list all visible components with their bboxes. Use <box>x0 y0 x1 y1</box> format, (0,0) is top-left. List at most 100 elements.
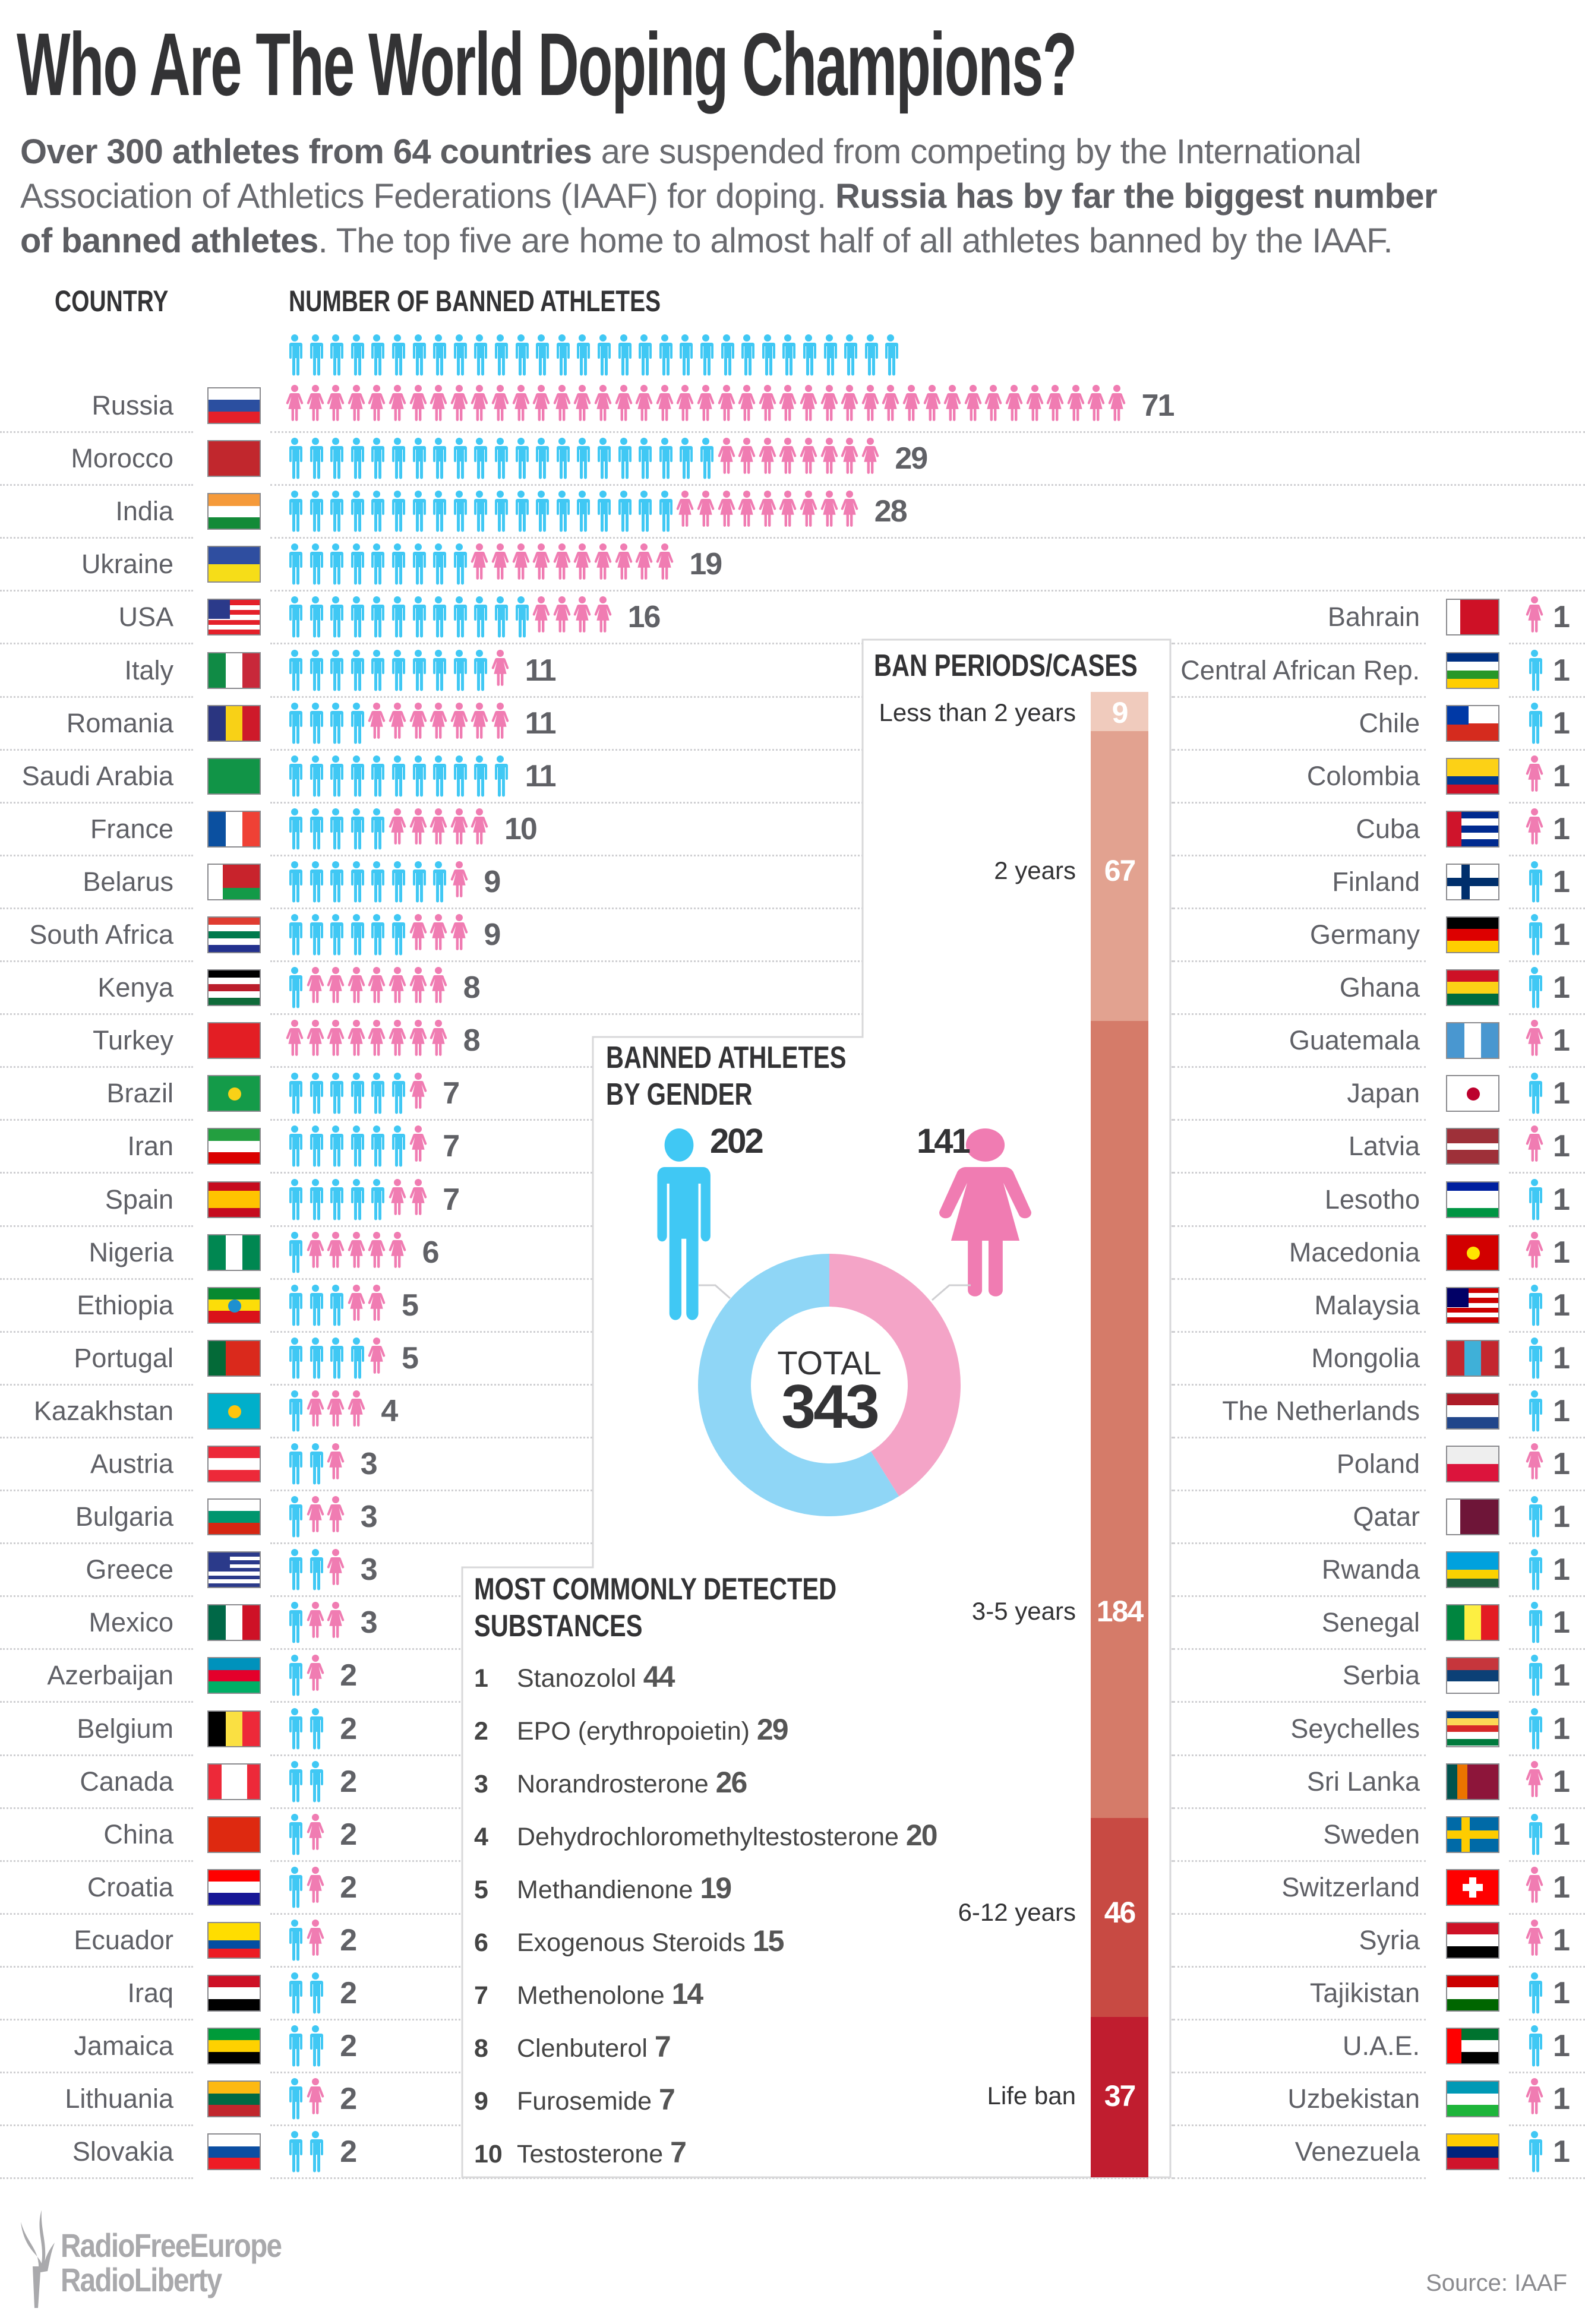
athlete-count: 3 <box>360 1605 378 1640</box>
flag-canton <box>209 600 231 619</box>
intro-text-segment: Association of Athletics Federations (IA… <box>20 177 835 216</box>
country-name: Poland <box>1336 1449 1420 1479</box>
flag-stripe <box>1447 662 1498 671</box>
flag-emblem <box>228 1087 241 1101</box>
flag-stripe <box>209 1817 260 1852</box>
row-divider <box>0 801 193 804</box>
row-divider <box>1509 1066 1585 1068</box>
substance-rank: 2 <box>474 1717 488 1746</box>
country-name: Turkey <box>93 1025 173 1056</box>
row-divider <box>0 590 193 592</box>
country-name: Japan <box>1347 1078 1420 1109</box>
substance-rank: 5 <box>474 1876 488 1904</box>
flag-icon <box>1446 599 1499 636</box>
athlete-count: 7 <box>443 1076 460 1111</box>
flag-stripe <box>209 2157 260 2170</box>
flag-stripe <box>1447 1136 1498 1143</box>
row-divider <box>0 1701 193 1703</box>
country-name: Mexico <box>89 1607 173 1638</box>
country-name: India <box>115 496 173 527</box>
athlete-count: 1 <box>1553 1553 1570 1588</box>
athlete-count: 3 <box>360 1447 378 1481</box>
country-name: Austria <box>90 1449 173 1479</box>
row-divider <box>1509 643 1585 645</box>
country-name: Nigeria <box>89 1237 173 1267</box>
flag-icon <box>207 863 261 900</box>
flag-stripe <box>209 1931 260 1940</box>
flag-canton <box>1447 706 1469 725</box>
row-divider <box>0 907 193 909</box>
substance-count: 7 <box>658 2083 675 2116</box>
flag-stripe <box>209 1567 260 1572</box>
flag-stripe <box>225 1605 243 1640</box>
flag-stripe <box>209 1658 260 1670</box>
flag-stripe <box>209 1670 260 1682</box>
flag-stripe <box>209 441 260 476</box>
country-name: The Netherlands <box>1222 1395 1420 1426</box>
intro-highlight: Over 300 athletes from 64 countries <box>20 132 592 171</box>
country-name: Malaysia <box>1314 1289 1420 1320</box>
row-divider <box>0 2124 193 2127</box>
flag-stripe <box>1447 1570 1498 1579</box>
substance-name: Furosemide <box>517 2087 659 2116</box>
flag-icon <box>207 1446 261 1482</box>
substance-name: EPO (erythropoietin) <box>517 1717 757 1746</box>
row-divider <box>0 484 193 486</box>
row-divider <box>270 907 1173 909</box>
country-name: Kenya <box>97 972 173 1003</box>
row-divider <box>0 1436 193 1438</box>
country-name: Spain <box>105 1184 173 1215</box>
row-divider <box>1173 907 1426 909</box>
country-name: Morocco <box>71 443 173 474</box>
flag-stripe <box>1485 1500 1498 1535</box>
flag-stripe <box>209 1711 226 1746</box>
flag-stripe <box>209 619 260 625</box>
athlete-count: 2 <box>340 1870 357 1905</box>
row-divider <box>270 854 1173 856</box>
country-name: Iraq <box>127 1978 173 2008</box>
athlete-count: 5 <box>402 1288 419 1323</box>
country-name: Canada <box>80 1766 173 1797</box>
row-divider <box>1173 1436 1426 1438</box>
flag-stripe <box>225 706 243 741</box>
intro-line: Association of Athletics Federations (IA… <box>20 176 1438 216</box>
flag-stripe <box>1447 1405 1498 1417</box>
flag-icon <box>207 2133 261 2171</box>
substance-name: Stanozolol <box>517 1664 643 1693</box>
flag-icon <box>207 1022 261 1060</box>
substances-title-line1: MOST COMMONLY DETECTED <box>474 1572 837 1607</box>
flag-icon <box>207 546 261 583</box>
row-divider <box>1509 1383 1585 1386</box>
flag-icon <box>207 1181 261 1218</box>
country-name: Germany <box>1309 919 1420 950</box>
flag-stripe <box>1447 600 1460 635</box>
substances-title-line2: SUBSTANCES <box>474 1609 643 1643</box>
substance-name: Norandrosterone <box>517 1770 716 1798</box>
flag-stripe <box>242 1605 260 1640</box>
flag-icon <box>207 652 261 689</box>
athlete-count: 11 <box>525 706 557 741</box>
flag-stripe <box>1447 818 1498 826</box>
flag-icon <box>1446 1446 1499 1482</box>
athlete-count: 7 <box>443 1182 460 1217</box>
flag-stripe <box>1447 940 1498 952</box>
flag-stripe <box>234 1764 247 1799</box>
flag-icon <box>1446 1551 1499 1589</box>
flag-stripe <box>1447 1500 1460 1535</box>
athlete-count: 1 <box>1553 758 1570 793</box>
substance-item: 8 Clenbuterol 7 <box>474 2029 671 2066</box>
country-name: Macedonia <box>1289 1237 1420 1267</box>
flag-stripe <box>209 605 260 610</box>
athlete-count: 3 <box>360 1500 378 1535</box>
row-divider <box>1173 643 1426 645</box>
flag-stripe <box>209 411 260 423</box>
flag-stripe <box>209 977 260 985</box>
row-divider <box>0 643 193 645</box>
flag-stripe <box>209 1182 260 1191</box>
flag-icon <box>1446 1128 1499 1165</box>
athlete-count: 7 <box>443 1129 460 1164</box>
flag-emblem <box>228 1299 241 1313</box>
flag-stripe <box>1447 1553 1498 1561</box>
number-header-text: NUMBER OF BANNED ATHLETES <box>289 284 661 318</box>
source-note: Source: IAAF <box>1426 2270 1567 2297</box>
